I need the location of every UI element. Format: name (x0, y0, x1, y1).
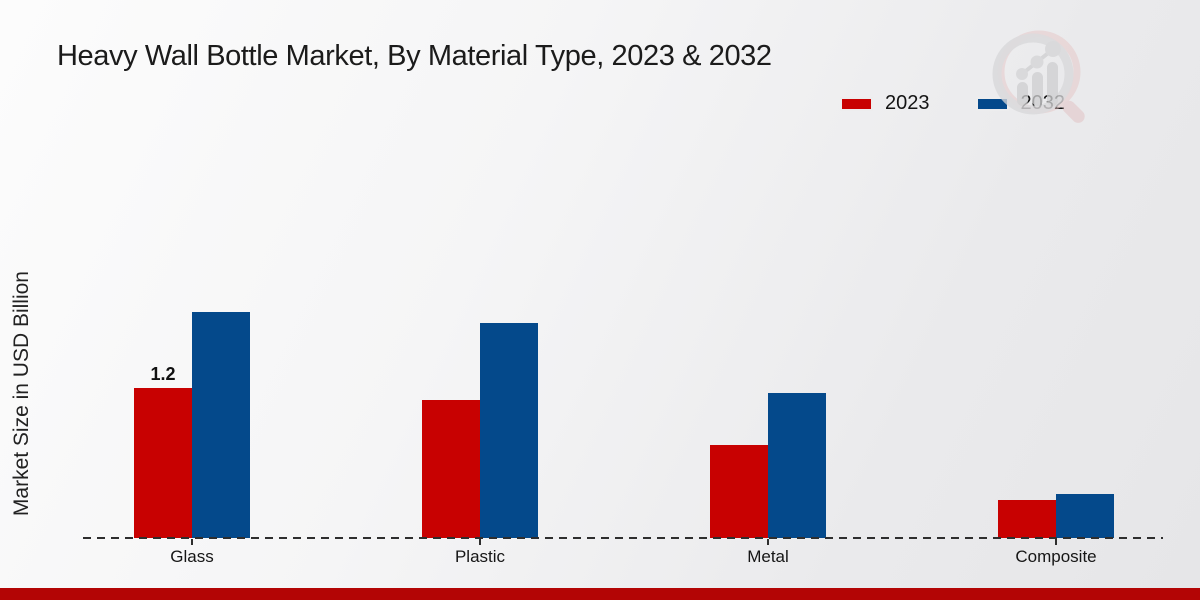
bar-plastic-2032 (480, 323, 538, 538)
bar-composite-2032 (1056, 494, 1114, 538)
footer-accent-bar (0, 588, 1200, 600)
bar-glass-2032 (192, 312, 250, 538)
x-axis-tick (767, 539, 769, 545)
brand-watermark-logo-icon (992, 30, 1085, 123)
legend-label: 2023 (885, 92, 930, 114)
bar-metal-2032 (768, 393, 826, 538)
x-axis-category-label: Composite (1015, 547, 1097, 566)
x-axis-category-label: Metal (747, 547, 789, 566)
x-axis-dashed-baseline (83, 537, 1163, 539)
x-axis-category-label: Plastic (454, 547, 506, 566)
x-axis-tick (191, 539, 193, 545)
x-axis-tick (1055, 539, 1057, 545)
x-axis-category-label: Glass (170, 547, 214, 566)
legend-item-2023: 2023 (840, 92, 930, 115)
chart-title: Heavy Wall Bottle Market, By Material Ty… (57, 40, 772, 72)
bar-metal-2023 (710, 445, 768, 538)
bar-glass-2023 (134, 388, 192, 538)
bar-value-label: 1.2 (150, 364, 176, 384)
x-axis-tick (479, 539, 481, 545)
legend-swatch-2023 (840, 96, 873, 111)
bar-composite-2023 (998, 500, 1056, 538)
bar-plastic-2023 (422, 400, 480, 538)
